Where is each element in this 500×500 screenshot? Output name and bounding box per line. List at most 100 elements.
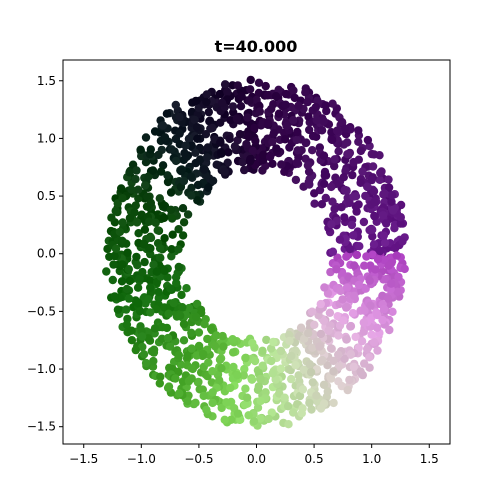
scatter-point xyxy=(194,341,204,351)
scatter-point xyxy=(144,328,153,337)
scatter-point xyxy=(308,343,317,352)
scatter-point xyxy=(168,230,177,239)
scatter-point xyxy=(319,317,329,326)
scatter-point xyxy=(376,168,385,178)
scatter-point xyxy=(130,208,139,217)
scatter-point xyxy=(110,251,119,261)
scatter-point xyxy=(220,80,230,89)
scatter-point xyxy=(301,138,310,148)
x-tick-label: 1.0 xyxy=(362,452,381,466)
scatter-point xyxy=(193,196,202,205)
scatter-point xyxy=(150,324,160,333)
scatter-point xyxy=(244,411,253,420)
scatter-point xyxy=(248,338,257,348)
scatter-point xyxy=(361,284,370,293)
scatter-point xyxy=(249,417,259,426)
scatter-point xyxy=(285,143,294,152)
scatter-point xyxy=(385,325,394,335)
scatter-point xyxy=(220,167,229,176)
scatter-point xyxy=(347,220,357,230)
scatter-point xyxy=(156,253,165,263)
scatter-point xyxy=(255,107,264,116)
scatter-point xyxy=(229,362,238,372)
scatter-point xyxy=(149,260,158,269)
scatter-point xyxy=(204,183,213,192)
scatter-point xyxy=(193,180,203,190)
scatter-point xyxy=(301,88,310,97)
scatter-point xyxy=(256,374,265,384)
scatter-point xyxy=(396,213,405,222)
scatter-point xyxy=(292,135,301,145)
scatter-point xyxy=(264,414,273,424)
scatter-point xyxy=(199,391,208,401)
scatter-point xyxy=(284,420,293,429)
scatter-point xyxy=(133,185,143,194)
scatter-point xyxy=(181,141,190,150)
scatter-point xyxy=(258,361,267,370)
scatter-point xyxy=(178,303,187,312)
scatter-point xyxy=(222,398,231,407)
scatter-point xyxy=(109,260,118,269)
scatter-point xyxy=(118,260,127,269)
scatter-point xyxy=(369,150,379,159)
scatter-point xyxy=(131,174,140,184)
scatter-point xyxy=(178,204,188,213)
scatter-point xyxy=(256,414,265,423)
scatter-point xyxy=(102,267,111,276)
scatter-point xyxy=(187,364,196,373)
scatter-point xyxy=(254,382,263,391)
scatter-point xyxy=(369,338,379,347)
scatter-point xyxy=(363,182,372,191)
scatter-point xyxy=(243,113,252,122)
scatter-point xyxy=(140,225,150,234)
scatter-point xyxy=(335,235,345,244)
scatter-point xyxy=(108,275,118,285)
scatter-point xyxy=(327,135,337,145)
scatter-point xyxy=(140,257,149,267)
scatter-point xyxy=(230,142,240,151)
scatter-point xyxy=(149,356,158,366)
scatter-point xyxy=(250,123,259,133)
scatter-point xyxy=(339,316,348,325)
scatter-point xyxy=(191,158,200,168)
scatter-point xyxy=(367,175,376,185)
scatter-point xyxy=(111,244,121,253)
scatter-point xyxy=(167,145,176,154)
scatter-point xyxy=(310,189,319,198)
scatter-point xyxy=(155,379,164,388)
scatter-point xyxy=(206,324,216,333)
scatter-point xyxy=(330,204,339,214)
scatter-point xyxy=(380,238,390,247)
scatter-point xyxy=(373,310,382,320)
scatter-point xyxy=(183,351,192,360)
scatter-point xyxy=(122,284,132,294)
scatter-point xyxy=(323,387,332,396)
scatter-point xyxy=(342,252,351,261)
scatter-point xyxy=(241,384,250,393)
scatter-point xyxy=(228,335,237,344)
scatter-point xyxy=(175,112,184,122)
scatter-point xyxy=(308,146,317,155)
scatter-point xyxy=(280,135,290,144)
scatter-point xyxy=(208,367,217,376)
scatter-point xyxy=(144,172,153,181)
scatter-point xyxy=(342,335,351,344)
scatter-point xyxy=(251,136,260,146)
scatter-point xyxy=(204,358,213,367)
scatter-point xyxy=(312,391,321,400)
scatter-point xyxy=(345,244,354,254)
scatter-point xyxy=(131,201,140,210)
scatter-point xyxy=(199,349,208,359)
scatter-point xyxy=(268,137,277,146)
scatter-point xyxy=(233,409,243,418)
scatter-point xyxy=(124,265,133,274)
scatter-point xyxy=(202,90,212,99)
scatter-point xyxy=(155,194,164,203)
scatter-point xyxy=(156,372,165,381)
scatter-point xyxy=(246,155,255,164)
scatter-point xyxy=(379,304,389,314)
scatter-point xyxy=(212,160,221,169)
scatter-point xyxy=(244,132,253,141)
scatter-point xyxy=(289,86,298,95)
scatter-point xyxy=(337,381,346,391)
